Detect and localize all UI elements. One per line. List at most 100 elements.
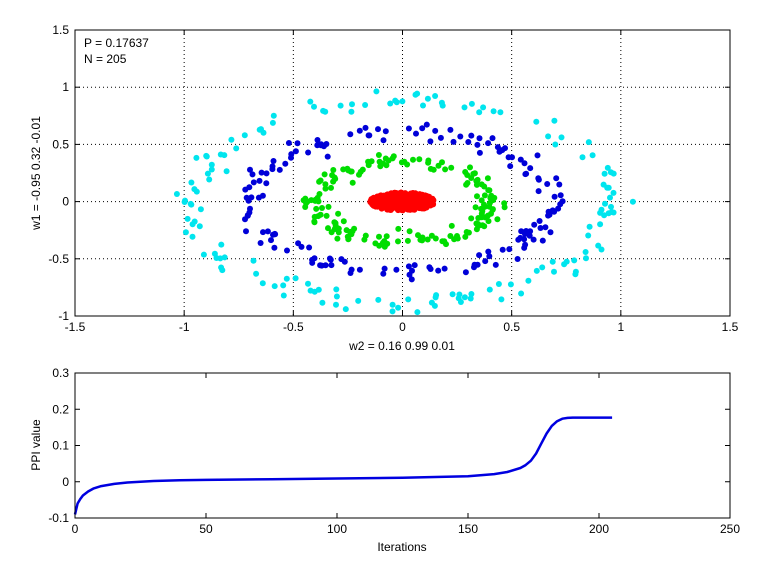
scatter-point (579, 154, 586, 161)
scatter-point (331, 174, 338, 181)
scatter-point (589, 152, 596, 159)
scatter-point (534, 152, 541, 159)
x-tick-label: 50 (199, 522, 213, 536)
scatter-point (405, 296, 412, 303)
scatter-point (328, 184, 334, 191)
scatter-point (375, 296, 382, 303)
scatter-point (604, 164, 611, 171)
scatter-point (414, 309, 421, 316)
scatter-point (316, 191, 323, 197)
scatter-point (497, 109, 504, 116)
scatter-point (390, 202, 397, 209)
scatter-point (438, 99, 445, 106)
scatter-point (349, 101, 355, 108)
scatter-point (544, 181, 551, 187)
scatter-point (431, 302, 438, 309)
scatter-point (418, 200, 425, 207)
scatter-point (605, 184, 612, 191)
scatter-point (506, 246, 513, 253)
y-tick-label: 0.2 (52, 402, 69, 416)
scatter-point (539, 237, 546, 244)
scatter-point (415, 232, 421, 239)
scatter-point (292, 275, 299, 282)
scatter-point (404, 237, 411, 244)
x-tick-label: 100 (327, 522, 347, 536)
scatter-point (256, 177, 263, 184)
scatter-point (270, 112, 277, 119)
scatter-point (250, 179, 257, 186)
scatter-point (420, 102, 426, 109)
scatter-point (476, 149, 483, 156)
scatter-point (300, 197, 307, 204)
scatter-point (535, 175, 542, 182)
scatter-point (449, 291, 456, 298)
line-plot: 0 50 100 150 200 250-0.100.10.20.3 Iterations… (29, 366, 740, 554)
scatter-point (468, 215, 475, 222)
scatter-point (558, 134, 565, 141)
scatter-point (189, 233, 196, 240)
scatter-point (474, 141, 481, 148)
scatter-point (572, 271, 579, 278)
scatter-point (439, 238, 446, 245)
scatter-point (473, 178, 480, 184)
scatter-point (332, 222, 339, 229)
scatter-point (411, 262, 418, 269)
scatter-point (218, 241, 225, 248)
scatter-point (409, 196, 416, 203)
scatter-point (223, 168, 230, 175)
scatter-point (531, 221, 538, 228)
scatter-point (539, 264, 546, 271)
scatter-point (518, 290, 525, 297)
y-tick-label: 0 (62, 195, 69, 209)
scatter-point (413, 130, 419, 137)
scatter-point (456, 291, 463, 298)
scatter-point (629, 198, 636, 205)
scatter-point (494, 216, 501, 223)
scatter-point (549, 258, 556, 265)
y-tick-label: 0.5 (52, 137, 69, 151)
scatter-point (257, 240, 264, 246)
line-ticks: 0 50 100 150 200 250-0.100.10.20.3 (48, 366, 740, 536)
scatter-point (395, 225, 402, 232)
scatter-point (427, 138, 434, 145)
scatter-point (414, 90, 421, 97)
scatter-point (196, 223, 203, 230)
scatter-point (272, 231, 279, 238)
scatter-point (395, 238, 401, 245)
scatter-point (465, 139, 472, 145)
scatter-point (271, 283, 278, 290)
line-y-axis-label: PPI value (29, 419, 43, 471)
scatter-point (423, 121, 430, 128)
scatter-point (537, 225, 544, 231)
scatter-point (533, 118, 540, 125)
scatter-point (468, 175, 475, 181)
scatter-point (602, 200, 608, 207)
y-tick-label: 1 (62, 80, 69, 94)
scatter-point (482, 258, 489, 265)
scatter-point (319, 299, 326, 306)
scatter-point (347, 131, 354, 138)
scatter-point (355, 297, 362, 304)
scatter-point (484, 175, 491, 182)
scatter-point (405, 263, 412, 270)
scatter-point (269, 166, 276, 173)
x-tick-label: 1 (617, 320, 624, 334)
scatter-point (173, 191, 180, 197)
scatter-point (547, 229, 554, 236)
scatter-point (260, 229, 266, 236)
scatter-point (441, 265, 448, 272)
scatter-point (242, 216, 248, 223)
scatter-point (294, 140, 301, 147)
x-tick-label: -0.5 (283, 320, 304, 334)
scatter-point (356, 171, 362, 178)
scatter-point (410, 156, 416, 163)
scatter-point (496, 148, 503, 155)
scatter-point (586, 223, 593, 230)
scatter-point (383, 162, 390, 169)
scatter-point (479, 208, 486, 215)
scatter-point (213, 255, 220, 261)
scatter-point (425, 157, 432, 164)
scatter-point (345, 235, 352, 242)
scatter-point (488, 210, 494, 217)
y-tick-label: 1.5 (52, 23, 69, 37)
